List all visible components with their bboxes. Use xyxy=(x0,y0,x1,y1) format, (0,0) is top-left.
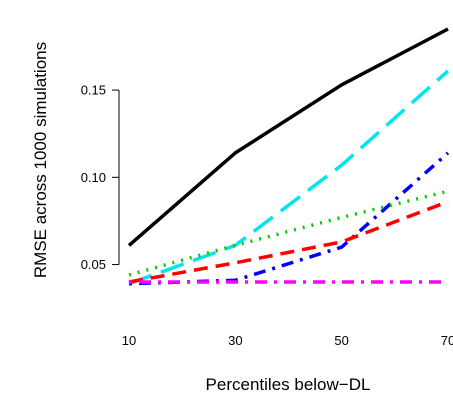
series-line-3 xyxy=(128,151,450,286)
x-tick-label: 50 xyxy=(334,333,348,348)
y-tick-label: 0.05 xyxy=(81,257,106,272)
x-tick-label: 10 xyxy=(122,333,136,348)
chart-axes: 0.05 0.10 0.15 10 30 50 70 xyxy=(81,83,453,348)
series-line-2 xyxy=(128,69,450,286)
series-line-5 xyxy=(128,200,449,284)
series-line-4 xyxy=(128,189,449,277)
y-tick-label: 0.10 xyxy=(81,170,106,185)
x-tick-label: 70 xyxy=(441,333,453,348)
chart-series xyxy=(127,27,450,286)
x-axis-title: Percentiles below−DL xyxy=(206,375,371,394)
y-axis-title: RMSE across 1000 simulations xyxy=(31,42,50,278)
y-tick-label: 0.15 xyxy=(81,83,106,98)
x-tick-label: 30 xyxy=(228,333,242,348)
series-line-1 xyxy=(127,27,449,247)
